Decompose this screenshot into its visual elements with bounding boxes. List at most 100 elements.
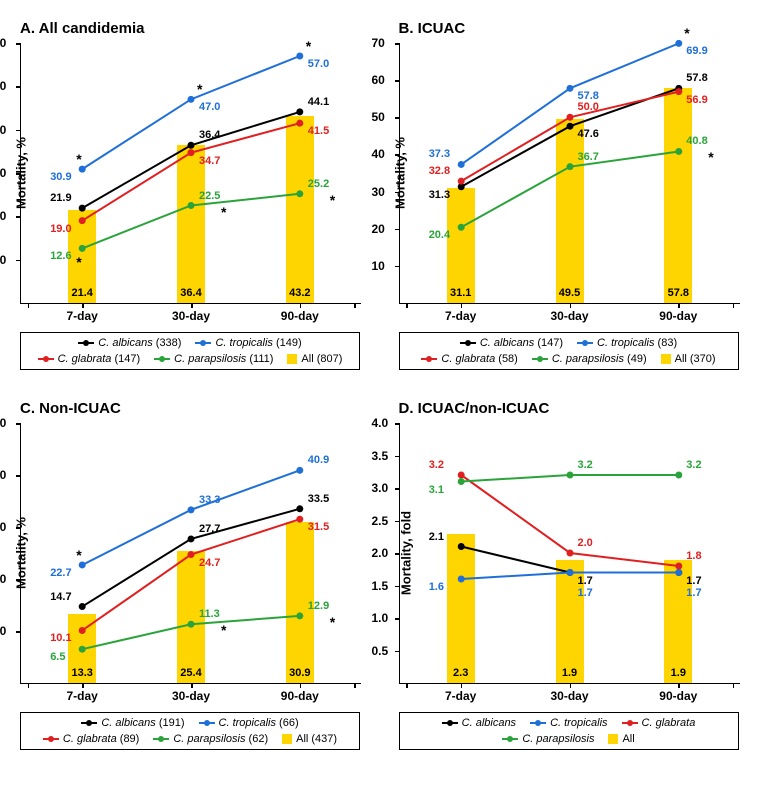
x-tick-mark — [570, 683, 572, 688]
series-point-albicans — [188, 142, 195, 149]
series-line-tropicalis — [461, 43, 679, 164]
series-point-parapsilosis — [79, 646, 86, 653]
x-tick-mark — [191, 683, 193, 688]
x-tick-mark — [191, 303, 193, 308]
x-tick-mark — [82, 303, 84, 308]
x-tick-mark — [570, 303, 572, 308]
series-point-parapsilosis — [457, 478, 464, 485]
series-point-glabrata — [296, 120, 303, 127]
series-point-parapsilosis — [296, 190, 303, 197]
x-tick-mark — [300, 303, 302, 308]
x-tick: 90-day — [659, 689, 697, 703]
series-point-parapsilosis — [79, 245, 86, 252]
y-tick: 40 — [0, 123, 6, 137]
panel-title: B. ICUAC — [399, 20, 758, 37]
legend-item: C. parapsilosis (62) — [153, 733, 268, 745]
series-point-glabrata — [457, 472, 464, 479]
panel-title: A. All candidemia — [20, 20, 379, 37]
legend-item: C. glabrata — [622, 717, 696, 729]
chart-area: Mortality, fold2.31.91.90.51.01.52.02.53… — [399, 423, 740, 684]
series-line-parapsilosis — [82, 194, 300, 249]
series-line-albicans — [82, 112, 300, 208]
y-tick: 2.5 — [372, 514, 389, 528]
y-tick: 30 — [0, 520, 6, 534]
series-point-albicans — [79, 205, 86, 212]
legend-item: C. tropicalis — [530, 717, 607, 729]
y-tick: 40 — [372, 147, 385, 161]
series-point-glabrata — [79, 217, 86, 224]
x-tick-mark — [461, 683, 463, 688]
series-point-tropicalis — [566, 85, 573, 92]
y-tick: 20 — [0, 572, 6, 586]
chart-lines — [400, 423, 740, 683]
y-tick: 0.5 — [372, 644, 389, 658]
series-point-tropicalis — [457, 576, 464, 583]
x-tick: 30-day — [550, 309, 588, 323]
x-tick-mark — [461, 303, 463, 308]
x-tick-mark — [678, 683, 680, 688]
x-tick: 7-day — [445, 689, 476, 703]
series-point-tropicalis — [188, 506, 195, 513]
y-tick: 60 — [372, 73, 385, 87]
legend-item: C. albicans (147) — [460, 337, 563, 349]
series-point-albicans — [566, 123, 573, 130]
series-point-parapsilosis — [188, 202, 195, 209]
legend-item: All (807) — [287, 353, 342, 365]
chart-lines — [21, 423, 361, 683]
panel-title: C. Non-ICUAC — [20, 400, 379, 417]
series-point-albicans — [457, 543, 464, 550]
series-point-albicans — [296, 108, 303, 115]
x-tick-mark — [82, 683, 84, 688]
series-point-parapsilosis — [188, 621, 195, 628]
legend-item: C. glabrata (58) — [421, 353, 517, 365]
series-point-parapsilosis — [675, 472, 682, 479]
chart-lines — [21, 43, 361, 303]
legend-item: C. albicans (191) — [81, 717, 184, 729]
chart-area: Mortality, %21.436.443.21020304050607-da… — [20, 43, 361, 304]
chart-lines — [400, 43, 740, 303]
y-tick: 30 — [0, 166, 6, 180]
x-tick-mark — [300, 683, 302, 688]
legend-item: C. parapsilosis — [502, 733, 594, 745]
y-tick: 50 — [0, 79, 6, 93]
series-line-albicans — [461, 88, 679, 186]
series-point-parapsilosis — [296, 612, 303, 619]
legend-item: C. tropicalis (149) — [195, 337, 301, 349]
panel-D: D. ICUAC/non-ICUAC Mortality, fold2.31.91… — [399, 400, 758, 750]
legend-item: All (370) — [661, 353, 716, 365]
series-point-glabrata — [566, 114, 573, 121]
x-tick: 7-day — [67, 689, 98, 703]
y-tick: 2.0 — [372, 546, 389, 560]
series-point-tropicalis — [566, 569, 573, 576]
series-point-tropicalis — [188, 96, 195, 103]
series-point-albicans — [188, 535, 195, 542]
series-point-glabrata — [457, 178, 464, 185]
panel-B: B. ICUACMortality, %31.149.557.810203040… — [399, 20, 758, 370]
significance-star: * — [684, 25, 689, 41]
y-tick: 1.0 — [372, 611, 389, 625]
panel-title: D. ICUAC/non-ICUAC — [399, 400, 758, 417]
y-tick: 20 — [0, 209, 6, 223]
series-point-albicans — [296, 505, 303, 512]
x-tick: 90-day — [281, 689, 319, 703]
legend-item: All — [608, 733, 634, 745]
y-tick: 4.0 — [372, 416, 389, 430]
y-tick: 30 — [372, 185, 385, 199]
x-tick: 30-day — [172, 309, 210, 323]
series-point-tropicalis — [675, 40, 682, 47]
y-tick: 40 — [0, 468, 6, 482]
y-tick: 10 — [0, 253, 6, 267]
series-point-parapsilosis — [566, 472, 573, 479]
series-point-glabrata — [188, 149, 195, 156]
y-tick: 20 — [372, 222, 385, 236]
series-point-glabrata — [296, 516, 303, 523]
series-point-glabrata — [566, 550, 573, 557]
y-tick: 10 — [372, 259, 385, 273]
legend: C. albicans (147) C. tropicalis (83) C. gl… — [399, 332, 739, 370]
panel-A: A. All candidemia Mortality, %21.436.443.… — [20, 20, 379, 370]
y-tick: 10 — [0, 624, 6, 638]
series-point-glabrata — [79, 627, 86, 634]
y-tick: 3.5 — [372, 449, 389, 463]
y-tick: 1.5 — [372, 579, 389, 593]
legend-item: C. tropicalis (83) — [577, 337, 677, 349]
